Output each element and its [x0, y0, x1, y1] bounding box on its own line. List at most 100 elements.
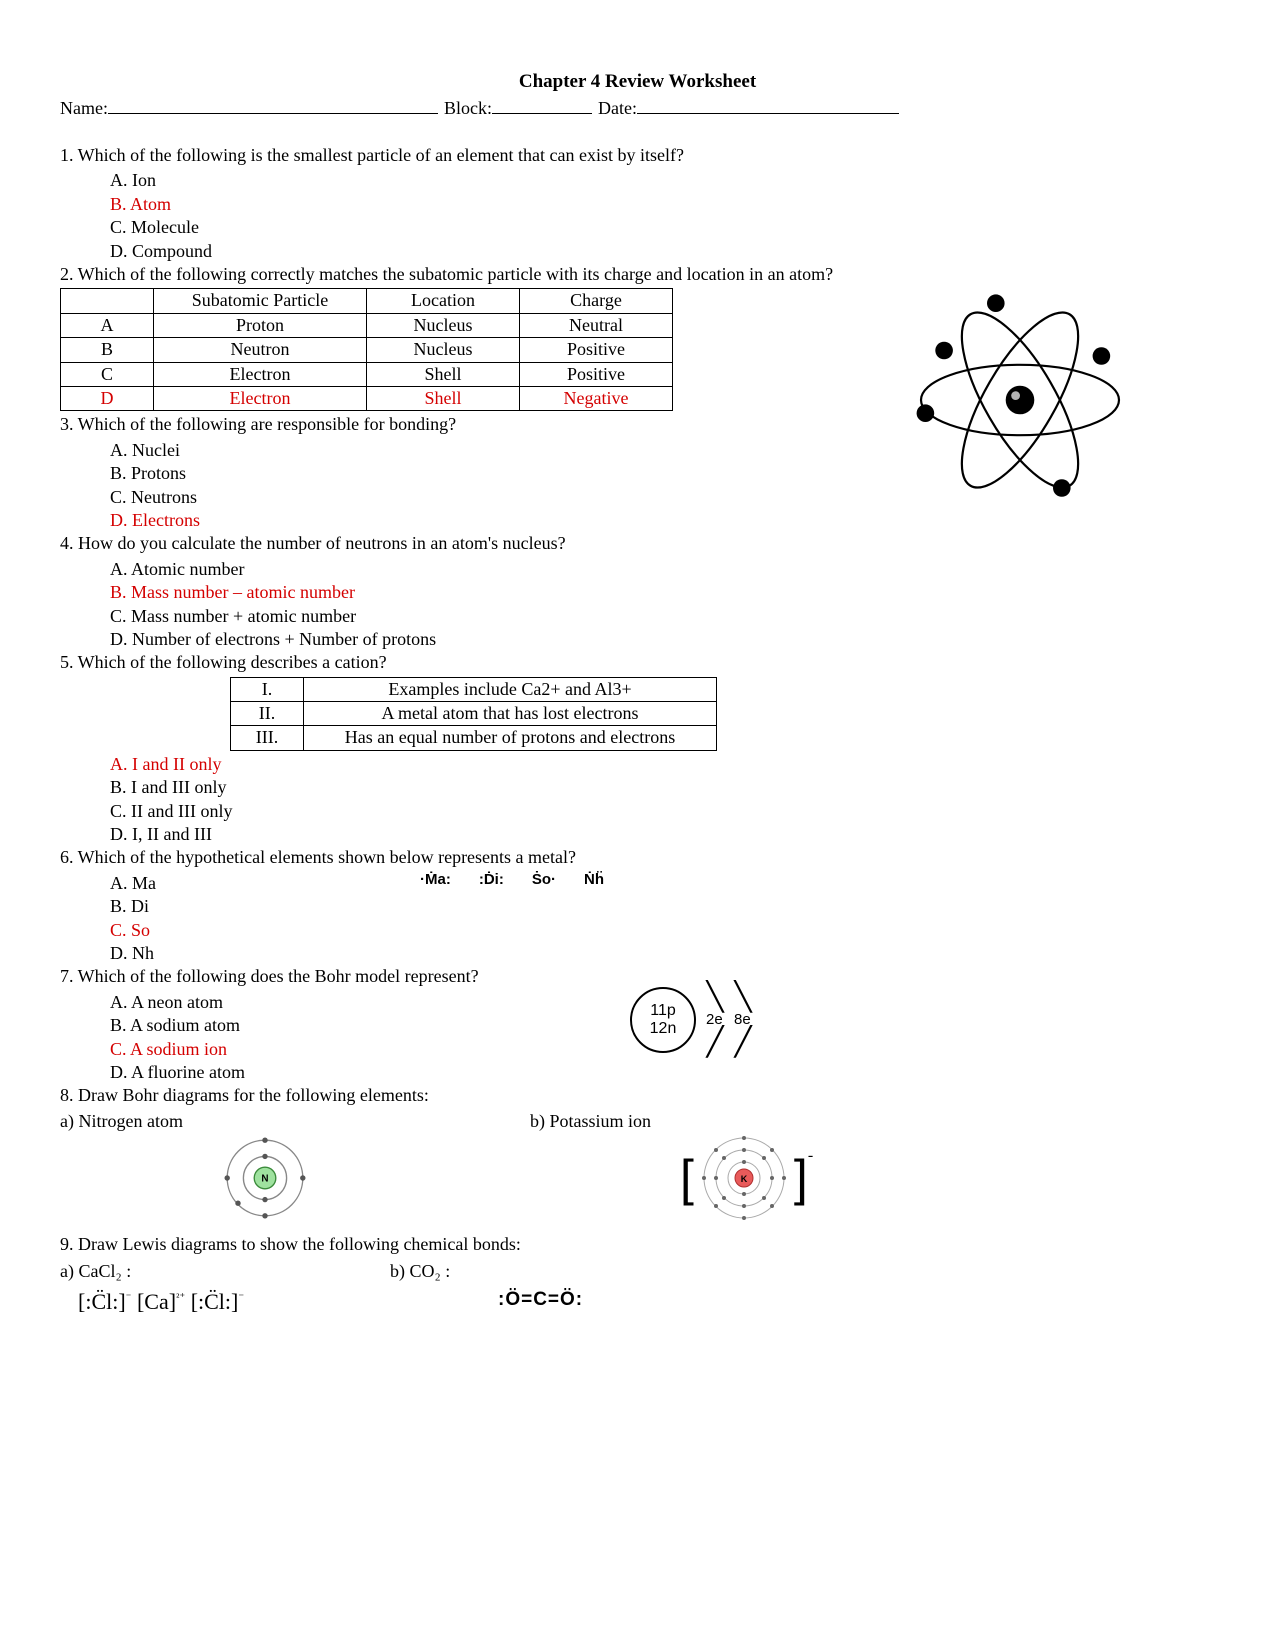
atom-icon	[905, 290, 1135, 510]
td: Nucleus	[367, 338, 520, 362]
q1-opt-d: D. Compound	[110, 240, 1215, 263]
q5-table: I. Examples include Ca2+ and Al3+ II. A …	[230, 677, 717, 751]
bohr-model-icon: 11p 12n ╲ 2e ╱ ╲ 8e ╱	[630, 987, 752, 1053]
question-2: 2. Which of the following correctly matc…	[60, 263, 1215, 286]
q8a-label: a) Nitrogen atom	[60, 1111, 183, 1131]
td: II.	[231, 702, 304, 726]
td: Electron	[154, 362, 367, 386]
shell-1: ╲ 2e ╱	[706, 989, 724, 1050]
q9a-label: a) CaCl₂ :	[60, 1261, 131, 1281]
q5-opt-d: D. I, II and III	[110, 823, 1215, 846]
date-field: Date:	[598, 97, 899, 120]
q8-row: a) Nitrogen atom b) Potassium ion	[60, 1110, 1215, 1133]
td: Has an equal number of protons and elect…	[304, 726, 717, 750]
q8b-label: b) Potassium ion	[530, 1111, 651, 1131]
th: Location	[367, 289, 520, 313]
q9b: b) CO₂ :	[390, 1260, 450, 1283]
td: I.	[231, 677, 304, 701]
q1-opt-a: A. Ion	[110, 169, 1215, 192]
question-4: 4. How do you calculate the number of ne…	[60, 532, 1215, 555]
q7-opt-d: D. A fluorine atom	[110, 1061, 1215, 1084]
td: Examples include Ca2+ and Al3+	[304, 677, 717, 701]
shell-2: ╲ 8e ╱	[734, 989, 752, 1050]
td: Positive	[520, 362, 673, 386]
block-underline	[492, 113, 592, 114]
td: C	[61, 362, 154, 386]
q1-options: A. Ion B. Atom C. Molecule D. Compound	[110, 169, 1215, 263]
q8b: b) Potassium ion	[530, 1110, 651, 1133]
q1-opt-c: C. Molecule	[110, 216, 1215, 239]
th: Subatomic Particle	[154, 289, 367, 313]
block-field: Block:	[444, 97, 592, 120]
q6-opt-a: A. Ma	[110, 872, 1215, 895]
lewis-so: Ṡo·	[532, 870, 556, 890]
q4-options: A. Atomic number B. Mass number – atomic…	[110, 558, 1215, 652]
table-row: B Neutron Nucleus Positive	[61, 338, 673, 362]
q6-opt-c: C. So	[110, 919, 1215, 942]
td: B	[61, 338, 154, 362]
q5-opt-b: B. I and III only	[110, 776, 1215, 799]
q4-opt-d: D. Number of electrons + Number of proto…	[110, 628, 1215, 651]
lewis-ma: ·Ṁa:	[420, 870, 451, 890]
q5-opt-c: C. II and III only	[110, 800, 1215, 823]
q4-opt-c: C. Mass number + atomic number	[110, 605, 1215, 628]
td: Negative	[520, 386, 673, 410]
neutron-count: 12n	[650, 1020, 677, 1038]
q8a: a) Nitrogen atom	[60, 1110, 460, 1133]
q6-opt-b: B. Di	[110, 895, 1215, 918]
q9a: a) CaCl₂ :	[60, 1260, 390, 1283]
question-8: 8. Draw Bohr diagrams for the following …	[60, 1084, 1215, 1107]
proton-count: 11p	[650, 1002, 676, 1020]
td: Electron	[154, 386, 367, 410]
question-5: 5. Which of the following describes a ca…	[60, 651, 1215, 674]
question-9: 9. Draw Lewis diagrams to show the follo…	[60, 1233, 1215, 1256]
td: Positive	[520, 338, 673, 362]
table-row-correct: D Electron Shell Negative	[61, 386, 673, 410]
name-label: Name:	[60, 97, 108, 120]
td: Nucleus	[367, 313, 520, 337]
block-label: Block:	[444, 97, 492, 120]
question-1: 1. Which of the following is the smalles…	[60, 144, 1215, 167]
td: A metal atom that has lost electrons	[304, 702, 717, 726]
q4-opt-b: B. Mass number – atomic number	[110, 581, 1215, 604]
question-6: 6. Which of the hypothetical elements sh…	[60, 846, 1215, 869]
date-label: Date:	[598, 97, 637, 120]
td: A	[61, 313, 154, 337]
q9b-label: b) CO₂ :	[390, 1261, 450, 1281]
lewis-di: :Ḋi:	[479, 870, 504, 890]
question-7: 7. Which of the following does the Bohr …	[60, 965, 1215, 988]
form-row: Name: Block: Date:	[60, 97, 1215, 120]
name-underline	[108, 113, 438, 114]
nitrogen-bohr-icon: N	[220, 1133, 310, 1223]
date-underline	[637, 113, 899, 114]
table-row: III. Has an equal number of protons and …	[231, 726, 717, 750]
table-row: A Proton Nucleus Neutral	[61, 313, 673, 337]
q5-options: A. I and II only B. I and III only C. II…	[110, 753, 1215, 847]
table-header: Subatomic Particle Location Charge	[61, 289, 673, 313]
table-row: II. A metal atom that has lost electrons	[231, 702, 717, 726]
svg-text:N: N	[261, 1174, 268, 1185]
q4-opt-a: A. Atomic number	[110, 558, 1215, 581]
table-row: C Electron Shell Positive	[61, 362, 673, 386]
td: Shell	[367, 362, 520, 386]
page-title: Chapter 4 Review Worksheet	[60, 70, 1215, 95]
td: Neutral	[520, 313, 673, 337]
q2-table: Subatomic Particle Location Charge A Pro…	[60, 288, 673, 411]
q3-opt-d: D. Electrons	[110, 509, 1215, 532]
cacl2-lewis: [:C̈l:]⁻ [Ca]²⁺ [:C̈l:]⁻	[78, 1289, 244, 1314]
potassium-ion-icon: [ K ] -	[680, 1133, 813, 1223]
td: D	[61, 386, 154, 410]
svg-text:K: K	[741, 1174, 748, 1184]
bohr-nucleus: 11p 12n	[630, 987, 696, 1053]
q5-opt-a: A. I and II only	[110, 753, 1215, 776]
q9-row: a) CaCl₂ : b) CO₂ :	[60, 1260, 1215, 1283]
co2-lewis: :Ö=C=Ö:	[498, 1289, 583, 1310]
th: Charge	[520, 289, 673, 313]
name-field: Name:	[60, 97, 438, 120]
q6-opt-d: D. Nh	[110, 942, 1215, 965]
td: Proton	[154, 313, 367, 337]
lewis-dot-symbols: ·Ṁa: :Ḋi: Ṡo· Ṅḧ	[420, 870, 604, 890]
td: III.	[231, 726, 304, 750]
q6-options: A. Ma B. Di C. So D. Nh	[110, 872, 1215, 966]
td: Shell	[367, 386, 520, 410]
